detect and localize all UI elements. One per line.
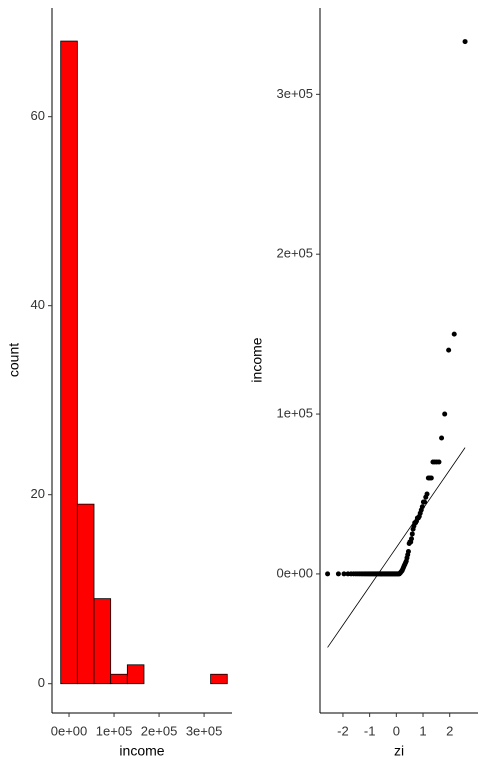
y-tick-label: 20	[31, 486, 45, 501]
reference-line	[327, 447, 466, 648]
y-axis-title: count	[6, 343, 22, 377]
y-tick-label: 2e+05	[276, 246, 313, 261]
point	[408, 536, 414, 542]
y-tick-label: 3e+05	[276, 86, 313, 101]
point	[422, 499, 428, 505]
y-tick-label: 60	[31, 108, 45, 123]
point	[424, 491, 430, 497]
point	[405, 549, 411, 555]
point	[462, 39, 468, 45]
point	[442, 411, 448, 417]
point	[436, 459, 442, 465]
histogram-bar	[76, 503, 95, 685]
y-tick-label: 1e+05	[276, 405, 313, 420]
point	[428, 475, 434, 481]
histogram-bar	[210, 673, 228, 685]
x-axis-title: zi	[394, 743, 404, 759]
x-tick-label: 0e+00	[51, 723, 88, 738]
y-tick-label: 0e+00	[276, 565, 313, 580]
x-tick-label: 2e+05	[141, 723, 178, 738]
x-tick-label: -1	[364, 723, 376, 738]
point	[409, 531, 415, 537]
point	[439, 435, 445, 441]
point	[341, 571, 347, 577]
y-axis-title: income	[249, 337, 265, 382]
y-tick-label: 40	[31, 297, 45, 312]
histogram-bar	[126, 664, 145, 685]
histogram-bar	[60, 40, 78, 685]
point	[446, 347, 452, 353]
x-tick-label: 3e+05	[186, 723, 223, 738]
point	[335, 571, 341, 577]
point	[451, 331, 457, 337]
x-tick-label: 1e+05	[96, 723, 133, 738]
histogram-bar	[93, 598, 112, 685]
x-tick-label: 0	[393, 723, 400, 738]
histogram-bar	[110, 673, 128, 685]
y-tick-label: 0	[38, 675, 45, 690]
point	[325, 571, 331, 577]
x-tick-label: -2	[337, 723, 349, 738]
x-axis-title: income	[119, 743, 164, 759]
x-tick-label: 2	[446, 723, 453, 738]
point	[419, 504, 425, 510]
x-tick-label: 1	[419, 723, 426, 738]
